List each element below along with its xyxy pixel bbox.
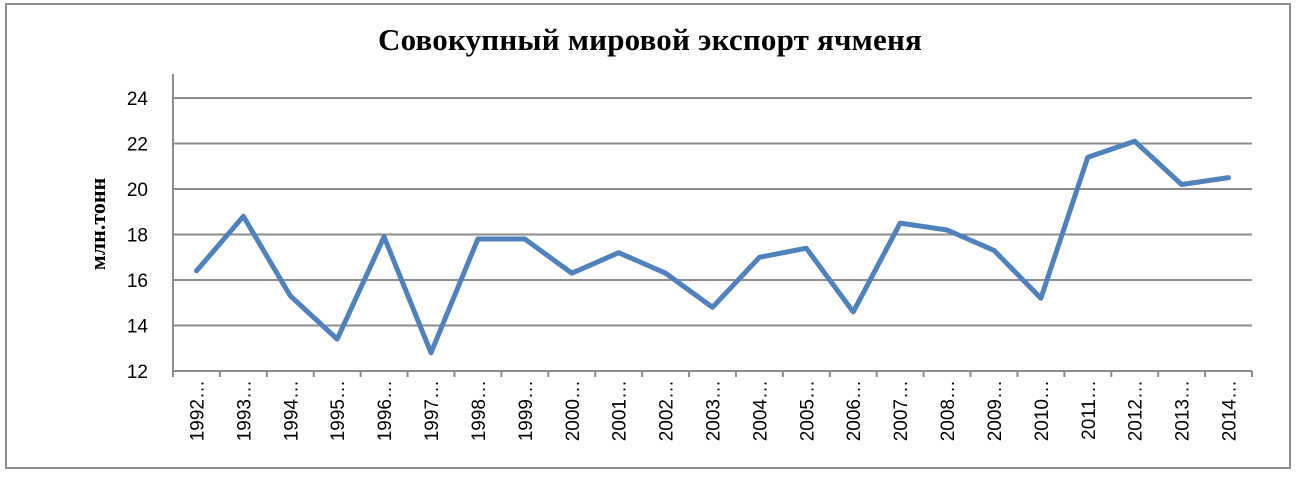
x-tick-label: 2004… <box>750 380 771 441</box>
x-tick-label: 1992… <box>187 380 208 441</box>
y-tick-label: 12 <box>127 362 148 383</box>
x-tick-label: 2014… <box>1220 380 1241 441</box>
y-tick-label: 18 <box>127 226 148 247</box>
series-layer <box>194 138 1231 356</box>
y-tick-labels: 12 14 16 18 20 22 24 <box>127 89 149 383</box>
x-tick-label: 1997… <box>422 380 443 441</box>
x-tick-label: 2013… <box>1173 380 1194 441</box>
gridlines <box>173 97 1252 327</box>
x-tick-label: 2009… <box>985 380 1006 441</box>
x-tick-label: 2000… <box>563 380 584 441</box>
chart-frame <box>5 3 1291 469</box>
x-tick-label: 2012… <box>1126 380 1147 441</box>
x-tick-label: 2005… <box>797 380 818 441</box>
x-tick-label: 2007… <box>891 380 912 441</box>
x-tick-labels: 1992… 1993… 1994… 1995… 1996… 1997… 1998… 1999…… <box>187 380 1240 441</box>
y-axis-label: млн.тонн <box>85 177 110 270</box>
x-tick-label: 1994… <box>281 380 302 441</box>
y-tick-label: 20 <box>127 180 148 201</box>
x-tick-label: 2001… <box>610 380 631 441</box>
x-tick-label: 1999… <box>516 380 537 441</box>
x-tick-label: 2010… <box>1032 380 1053 441</box>
x-tick-label: 2002… <box>657 380 678 441</box>
x-tick-label: 1995… <box>328 380 349 441</box>
x-tick-label: 2008… <box>938 380 959 441</box>
series-line <box>194 138 1231 356</box>
axes <box>172 74 1253 377</box>
chart-title: Совокупный мировой экспорт ячменя <box>378 22 922 57</box>
x-tick-label: 2006… <box>844 380 865 441</box>
x-tick-label: 2011… <box>1079 380 1100 440</box>
y-tick-label: 24 <box>127 89 149 110</box>
y-tick-label: 22 <box>127 135 148 156</box>
x-tick-label: 1996… <box>375 380 396 441</box>
y-tick-label: 14 <box>127 317 149 338</box>
x-tick-label: 1993… <box>234 380 255 441</box>
y-tick-label: 16 <box>127 271 148 292</box>
x-tick-label: 1998… <box>469 380 490 441</box>
x-tick-label: 2003… <box>704 380 725 441</box>
